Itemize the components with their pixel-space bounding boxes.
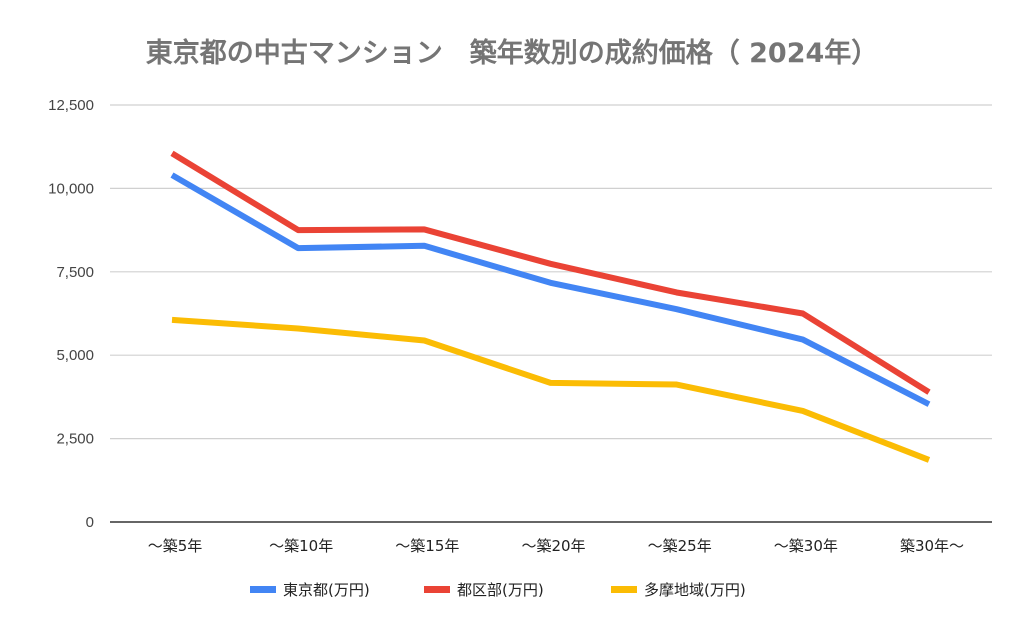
series-line-0	[170, 172, 931, 407]
legend-swatch	[250, 586, 276, 593]
x-axis: ～築5年 ～築10年 ～築15年 ～築20年 ～築25年 ～築30年 築30年～	[148, 537, 964, 555]
legend-swatch	[611, 586, 637, 593]
x-tick-label: ～築5年	[148, 537, 203, 555]
legend-swatch	[424, 586, 450, 593]
y-axis: 0 2,500 5,000 7,500 10,000 12,500	[48, 97, 94, 531]
y-tick-label: 5,000	[56, 347, 94, 364]
grid	[110, 104, 992, 523]
x-tick-label: ～築10年	[269, 537, 333, 555]
x-tick-label: ～築30年	[774, 537, 838, 555]
y-tick-label: 7,500	[56, 264, 94, 281]
y-tick-label: 10,000	[48, 180, 94, 197]
legend: 東京都(万円) 都区部(万円) 多摩地域(万円)	[250, 581, 746, 599]
series-line-1	[170, 150, 931, 395]
x-tick-label: 築30年～	[900, 537, 964, 555]
legend-label: 東京都(万円)	[283, 581, 370, 599]
y-tick-label: 12,500	[48, 97, 94, 114]
x-tick-label: ～築15年	[395, 537, 459, 555]
y-tick-label: 2,500	[56, 431, 94, 448]
y-tick-label: 0	[86, 514, 94, 531]
legend-label: 多摩地域(万円)	[644, 581, 746, 599]
chart-title: 東京都の中古マンション 築年数別の成約価格（ 2024年）	[146, 37, 879, 69]
legend-label: 都区部(万円)	[457, 581, 544, 599]
series-line-2	[171, 316, 931, 463]
x-tick-label: ～築25年	[648, 537, 712, 555]
series-lines	[170, 150, 931, 463]
x-tick-label: ～築20年	[521, 537, 585, 555]
